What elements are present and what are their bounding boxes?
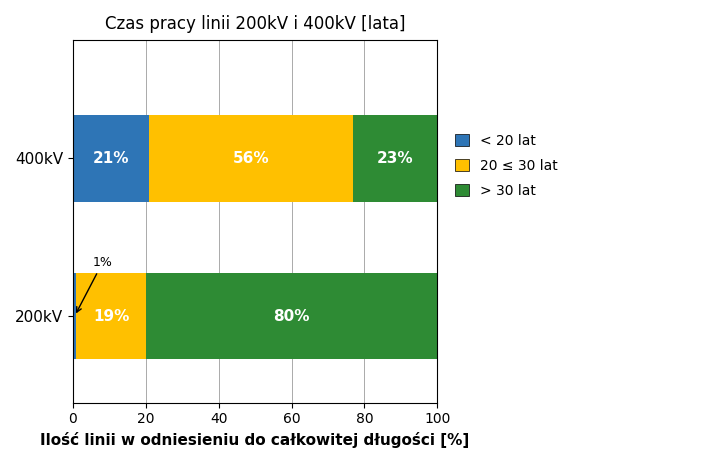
Bar bbox=[354, 115, 437, 202]
Text: 21%: 21% bbox=[93, 151, 129, 166]
Text: 19%: 19% bbox=[93, 308, 129, 324]
Text: 56%: 56% bbox=[233, 151, 269, 166]
Bar bbox=[73, 273, 77, 359]
Bar bbox=[73, 115, 150, 202]
Bar bbox=[146, 273, 437, 359]
Legend: < 20 lat, 20 ≤ 30 lat, > 30 lat: < 20 lat, 20 ≤ 30 lat, > 30 lat bbox=[448, 127, 564, 205]
Text: 80%: 80% bbox=[273, 308, 310, 324]
Bar bbox=[77, 273, 146, 359]
Title: Czas pracy linii 200kV i 400kV [lata]: Czas pracy linii 200kV i 400kV [lata] bbox=[105, 15, 406, 33]
Bar bbox=[150, 115, 354, 202]
Text: 1%: 1% bbox=[77, 256, 113, 312]
X-axis label: Ilość linii w odniesieniu do całkowitej długości [%]: Ilość linii w odniesieniu do całkowitej … bbox=[40, 432, 469, 448]
Text: 23%: 23% bbox=[377, 151, 414, 166]
